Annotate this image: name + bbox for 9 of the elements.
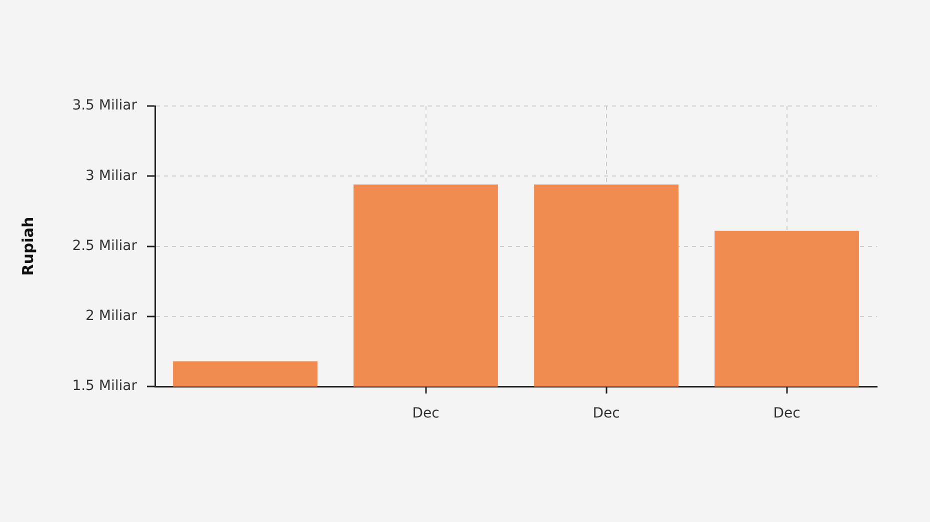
x-tick-label: Dec [773,406,800,422]
y-axis-title: Rupiah [18,216,37,276]
x-tick-label: Dec [592,406,620,422]
x-tick-label: Dec [412,406,440,422]
y-tick-label: 3.5 Miliar [72,98,138,114]
y-tick-label: 2.5 Miliar [72,238,138,254]
y-tick-label: 2 Miliar [86,308,138,324]
y-tick-label: 3 Miliar [86,168,138,184]
y-tick-label: 1.5 Miliar [72,378,138,394]
